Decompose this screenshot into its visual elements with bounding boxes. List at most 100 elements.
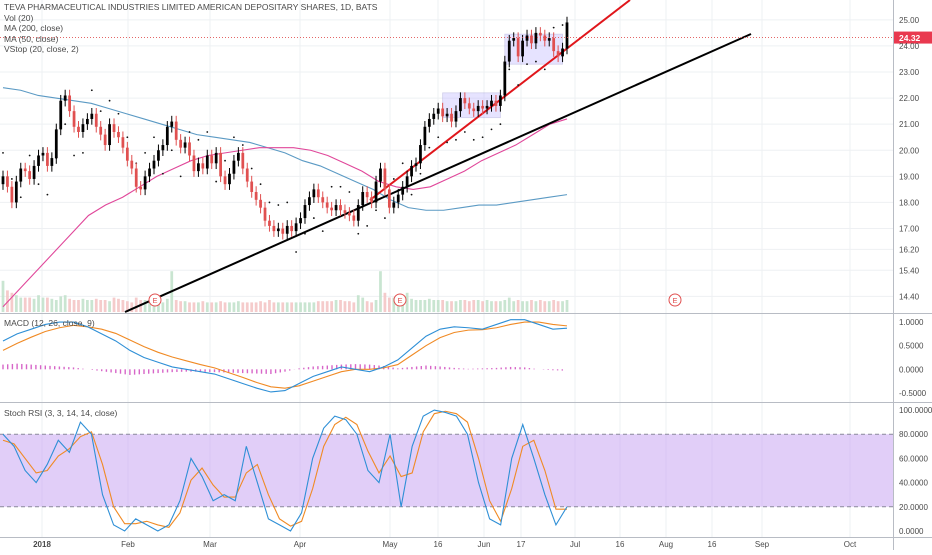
candle <box>285 225 289 234</box>
candle <box>467 103 471 109</box>
candle <box>165 126 169 146</box>
vstop-dot <box>366 225 369 227</box>
volume-bar <box>210 302 214 312</box>
time-tick-label: Apr <box>294 540 307 549</box>
macd-legend: MACD (12, 26, close, 9) <box>4 318 95 329</box>
vstop-dot <box>99 110 102 113</box>
volume-bar <box>152 301 156 312</box>
candle <box>330 207 334 211</box>
candle <box>205 155 209 169</box>
candle <box>263 207 267 221</box>
candle <box>343 210 347 213</box>
macd-signal-line <box>2 321 568 389</box>
volume-bar <box>299 302 302 312</box>
vstop-dot <box>437 136 440 139</box>
vstop-dot <box>463 131 466 133</box>
vstop-dot <box>250 167 253 170</box>
indicator-vstop[interactable]: VStop (20, close, 2) <box>4 44 79 54</box>
time-tick-label: 17 <box>517 540 526 549</box>
candle <box>54 129 58 159</box>
candle <box>236 152 240 161</box>
volume-bar <box>290 302 294 312</box>
candle <box>308 197 311 206</box>
vstop-dot <box>348 191 351 193</box>
candle <box>276 228 280 232</box>
candle <box>396 194 400 203</box>
volume-bar <box>90 300 94 312</box>
macd-line <box>2 319 568 393</box>
time-tick-label: Aug <box>659 540 673 549</box>
candle <box>521 40 524 57</box>
ma50-line <box>2 118 568 308</box>
volume-bar <box>303 302 307 312</box>
vstop-dot <box>144 151 147 154</box>
volume-bar <box>103 300 107 312</box>
candle <box>179 139 183 148</box>
vstop-dot <box>499 123 502 126</box>
vstop-dot <box>384 217 386 219</box>
volume-bar <box>219 301 222 312</box>
price-tick-label: 25.00 <box>899 16 920 25</box>
chart-title: TEVA PHARMACEUTICAL INDUSTRIES LIMITED A… <box>4 2 378 12</box>
candle <box>312 189 316 198</box>
stoch-axis-label: 20.0000 <box>899 503 928 512</box>
vstop-dot <box>277 204 280 206</box>
indicator-ma200[interactable]: MA (200, close) <box>4 23 64 33</box>
candle <box>339 205 342 211</box>
volume-bar <box>250 302 254 312</box>
time-tick-label: 16 <box>616 540 625 549</box>
volume-bar <box>534 301 538 312</box>
earnings-marker-label-1: E <box>397 296 402 305</box>
volume-bar <box>188 302 191 312</box>
volume-bar <box>383 292 387 312</box>
candle <box>423 126 427 146</box>
volume-bar <box>499 301 502 312</box>
candle <box>143 176 147 190</box>
candle <box>370 197 373 203</box>
volume-bar <box>356 295 360 312</box>
vstop-dot <box>330 185 333 188</box>
candle <box>379 168 382 182</box>
candle <box>192 155 196 172</box>
vstop-dot <box>321 230 324 233</box>
vstop-dot <box>295 251 298 253</box>
volume-bar <box>494 301 498 312</box>
volume-bar <box>86 300 89 312</box>
price-tick-label: 24.00 <box>899 42 920 51</box>
vstop-dot <box>108 99 111 102</box>
vstop-dot <box>215 180 218 183</box>
vstop-dot <box>259 183 262 186</box>
volume-bar <box>525 301 529 312</box>
candle <box>432 113 436 119</box>
volume-bar <box>565 300 569 312</box>
candle <box>383 168 387 190</box>
volume-bar <box>463 300 467 312</box>
macd-label[interactable]: MACD (12, 26, close, 9) <box>4 318 95 328</box>
indicator-vol[interactable]: Vol (20) <box>4 12 34 23</box>
vstop-dot <box>28 154 31 157</box>
candle <box>272 225 276 232</box>
volume-bar <box>41 297 45 312</box>
price-badge-text: 24.32 <box>899 33 921 43</box>
vstop-dot <box>535 60 537 63</box>
volume-bar <box>259 301 262 312</box>
indicator-ma50[interactable]: MA (50, close) <box>4 33 59 44</box>
price-tick-label: 19.00 <box>899 172 920 181</box>
vstop-dot <box>179 175 182 178</box>
macd-axis-label: 0.5000 <box>899 342 924 351</box>
candle <box>356 205 360 221</box>
candle <box>401 186 405 195</box>
volume-bar <box>481 301 484 312</box>
vstop-dot <box>543 68 546 71</box>
volume-bar <box>223 302 227 312</box>
candle <box>197 163 200 172</box>
volume-bar <box>521 301 524 312</box>
stoch-label[interactable]: Stoch RSI (3, 3, 14, 14, close) <box>4 408 118 418</box>
volume-bar <box>121 300 125 312</box>
candle <box>201 163 205 169</box>
volume-bar <box>445 301 449 312</box>
volume-bar <box>512 301 516 312</box>
volume-bar <box>410 298 413 312</box>
candle <box>112 124 116 132</box>
vstop-dot <box>117 112 120 115</box>
